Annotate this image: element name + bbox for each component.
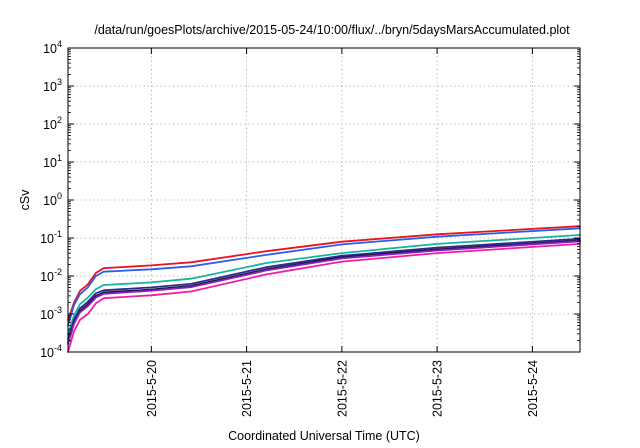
y-tick-label: 10-2 <box>40 267 62 284</box>
series-line <box>67 227 581 327</box>
x-tick-label: 2015-5-21 <box>240 360 254 417</box>
y-tick-label: 10-3 <box>40 305 62 322</box>
series-line <box>67 225 581 321</box>
y-axis-label: cSv <box>18 189 32 211</box>
series-line <box>67 237 581 340</box>
y-tick-label: 100 <box>43 191 62 208</box>
y-tick-label: 101 <box>43 153 62 170</box>
series-layer <box>67 225 581 353</box>
y-tick-label: 10-1 <box>40 229 62 246</box>
series-line <box>67 240 581 346</box>
x-axis-label: Coordinated Universal Time (UTC) <box>228 429 420 443</box>
grid <box>68 48 580 352</box>
chart-title: /data/run/goesPlots/archive/2015-05-24/1… <box>94 23 570 37</box>
x-tick-label: 2015-5-24 <box>526 360 540 417</box>
y-tick-label: 10-4 <box>40 343 62 360</box>
y-tick-label: 102 <box>43 115 62 132</box>
y-tick-label: 103 <box>43 77 62 94</box>
series-line <box>67 234 581 335</box>
x-axis: 2015-5-20 2015-5-21 2015-5-22 2015-5-23 2015… <box>145 48 540 417</box>
x-tick-label: 2015-5-20 <box>145 360 159 417</box>
series-line <box>67 242 581 353</box>
y-tick-label: 104 <box>43 39 62 56</box>
y-axis: 10-4 10-3 10-2 10-1 100 101 102 103 104 <box>40 39 580 360</box>
x-tick-label: 2015-5-23 <box>431 360 445 417</box>
x-tick-label: 2015-5-22 <box>335 360 349 417</box>
